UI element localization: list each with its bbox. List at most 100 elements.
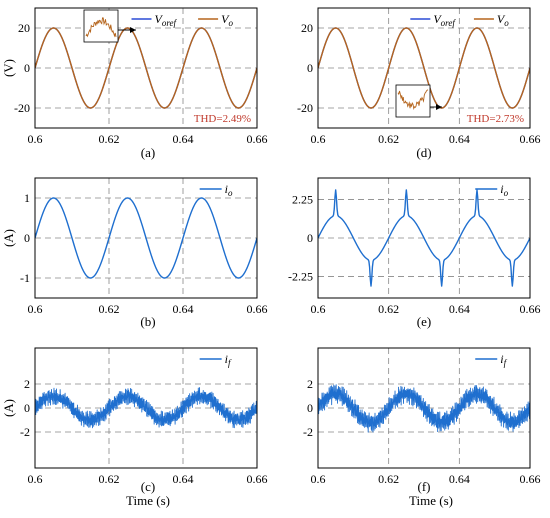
legend-f: if xyxy=(475,352,508,368)
x-tick-label-f-2: 0.64 xyxy=(449,472,470,486)
traces-d xyxy=(318,27,530,109)
x-tick-label-f-1: 0.62 xyxy=(378,472,399,486)
traces-a xyxy=(35,27,257,109)
x-tick-label-a-2: 0.64 xyxy=(173,132,194,146)
panel-label-c: (c) xyxy=(141,479,155,494)
series-line-e-io xyxy=(318,189,530,287)
traces-e xyxy=(318,189,530,287)
panel-b: 0.6 0.62 0.64 0.66 1 0 -1 (A) (b) io xyxy=(1,177,268,329)
legend-label-a-Vo: Vo xyxy=(221,12,233,28)
panel-label-e: (e) xyxy=(417,314,431,329)
y-tick-label-b-1: 0 xyxy=(24,231,30,245)
y-axis-label-a: (V) xyxy=(1,59,16,77)
x-tick-label-d-2: 0.64 xyxy=(449,132,470,146)
inset-trace-d xyxy=(397,89,429,111)
legend-label-d-Vo: Vo xyxy=(497,12,509,28)
x-tick-label-e-0: 0.6 xyxy=(311,302,326,316)
y-tick-label-f-2: -2 xyxy=(303,425,313,439)
x-tick-label-d-1: 0.62 xyxy=(378,132,399,146)
legend-e: io xyxy=(475,182,509,198)
legend-a: Voref Vo xyxy=(131,12,233,28)
series-line-b-io xyxy=(35,197,257,279)
x-tick-label-c-1: 0.62 xyxy=(99,472,120,486)
panel-e: 0.6 0.62 0.64 0.66 2.25 0 -2.25 (e) io xyxy=(288,177,541,329)
panel-label-b: (b) xyxy=(140,314,155,329)
y-axis-label-c: (A) xyxy=(1,399,16,417)
y-tick-label-d-1: 0 xyxy=(307,61,313,75)
legend-label-b-io: io xyxy=(225,182,233,198)
y-tick-label-f-1: 0 xyxy=(307,401,313,415)
y-tick-label-f-0: 2 xyxy=(307,377,313,391)
inset-trace-a xyxy=(85,17,117,38)
legend-label-e-io: io xyxy=(500,182,508,198)
x-tick-label-f-3: 0.66 xyxy=(520,472,541,486)
panel-f: 0.6 0.62 0.64 0.66 2 0 -2 (f) if xyxy=(303,347,541,494)
series-line-c-if xyxy=(35,387,257,429)
inset-d xyxy=(395,84,442,118)
series-line-f-if xyxy=(318,384,530,433)
plot-frame-d xyxy=(317,7,531,129)
series-line-d-Vo xyxy=(318,27,530,109)
legend-label-c-if: if xyxy=(225,352,232,368)
legend-b: io xyxy=(199,182,233,198)
plot-frame-e xyxy=(317,177,531,299)
y-tick-label-b-0: 1 xyxy=(24,191,30,205)
x-tick-label-f-0: 0.6 xyxy=(311,472,326,486)
x-tick-label-d-0: 0.6 xyxy=(311,132,326,146)
x-tick-label-d-3: 0.66 xyxy=(520,132,541,146)
x-tick-label-c-2: 0.64 xyxy=(173,472,194,486)
plot-frame-a xyxy=(34,7,258,129)
legend-label-a-Voref: Voref xyxy=(155,12,178,28)
plot-frame-b xyxy=(34,177,258,299)
y-tick-label-a-0: 20 xyxy=(18,21,30,35)
thd-annotation-a: THD=2.49% xyxy=(194,113,251,125)
thd-annotation-d: THD=2.73% xyxy=(467,113,524,125)
series-line-a-Vo xyxy=(35,27,257,109)
legend-label-f-if: if xyxy=(500,352,507,368)
y-axis-label-b: (A) xyxy=(1,229,16,247)
x-tick-label-a-0: 0.6 xyxy=(28,132,43,146)
x-axis-label-right: Time (s) xyxy=(409,493,453,508)
inset-frame-a xyxy=(83,9,119,43)
y-tick-label-b-2: -1 xyxy=(20,271,30,285)
traces-f xyxy=(318,384,530,433)
x-tick-label-a-1: 0.62 xyxy=(99,132,120,146)
traces-c xyxy=(35,387,257,429)
y-tick-label-a-2: -20 xyxy=(14,101,30,115)
y-tick-label-e-1: 0 xyxy=(307,231,313,245)
x-tick-label-c-3: 0.66 xyxy=(247,472,268,486)
y-tick-label-c-0: 2 xyxy=(24,377,30,391)
x-tick-label-b-1: 0.62 xyxy=(99,302,120,316)
plot-frame-f xyxy=(317,347,531,469)
y-tick-label-a-1: 0 xyxy=(24,61,30,75)
x-tick-label-b-0: 0.6 xyxy=(28,302,43,316)
x-tick-label-e-2: 0.64 xyxy=(449,302,470,316)
legend-label-d-Voref: Voref xyxy=(433,12,456,28)
x-tick-label-b-3: 0.66 xyxy=(247,302,268,316)
x-tick-label-b-2: 0.64 xyxy=(173,302,194,316)
inset-a xyxy=(83,9,136,43)
panel-a: 0.6 0.62 0.64 0.66 20 0 -20 (V) (a) Voref Vo THD=2.… xyxy=(1,7,268,160)
panel-label-f: (f) xyxy=(418,479,431,494)
x-tick-label-c-0: 0.6 xyxy=(28,472,43,486)
y-tick-label-c-2: -2 xyxy=(20,425,30,439)
y-tick-label-d-0: 20 xyxy=(301,21,313,35)
y-tick-label-d-2: -20 xyxy=(297,101,313,115)
panel-c: 0.6 0.62 0.64 0.66 2 0 -2 (A) (c) if xyxy=(1,347,268,494)
inset-frame-d xyxy=(395,84,431,118)
x-axis-label-left: Time (s) xyxy=(126,493,170,508)
plot-frame-c xyxy=(34,347,258,469)
inset-arrow-head-a xyxy=(130,27,136,33)
y-tick-label-e-0: 2.25 xyxy=(292,192,313,206)
legend-c: if xyxy=(199,352,232,368)
panel-label-a: (a) xyxy=(141,145,155,160)
panel-d: 0.6 0.62 0.64 0.66 20 0 -20 (d) Voref Vo THD=2.73% xyxy=(297,7,541,160)
y-tick-label-c-1: 0 xyxy=(24,401,30,415)
traces-b xyxy=(35,197,257,279)
x-tick-label-a-3: 0.66 xyxy=(247,132,268,146)
legend-d: Voref Vo xyxy=(410,12,509,28)
x-tick-label-e-1: 0.62 xyxy=(378,302,399,316)
panel-label-d: (d) xyxy=(416,145,431,160)
inset-arrow-head-d xyxy=(436,104,442,110)
